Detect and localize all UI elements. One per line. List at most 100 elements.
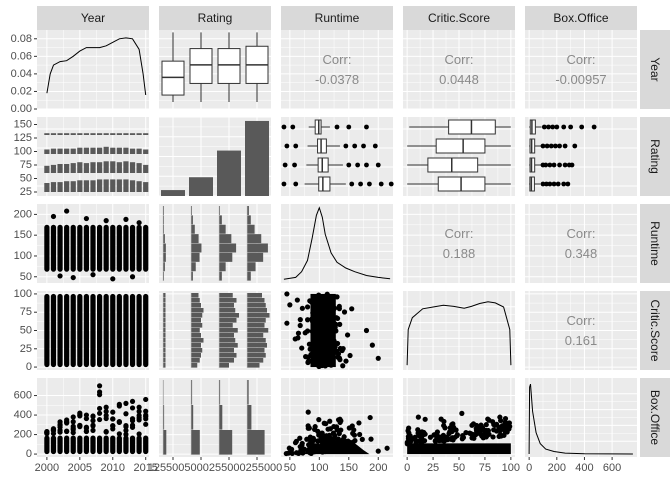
runtime-rating-hist [247,271,251,281]
year-rating-bar [129,162,136,173]
y-axis-tick-label: 50 [20,325,32,337]
runtime-rating-hist [219,252,233,262]
runtime-critic-point [299,345,305,351]
column-strip-label: Runtime [315,11,360,25]
year-rating-bar [50,133,57,135]
critic-rating-hist [247,353,266,358]
year-boxoffice-point [110,409,116,415]
boxoffice-boxplot-box [529,157,536,173]
year-runtime-band [70,224,76,272]
critic-boxoffice-point [420,437,426,443]
critic-boxoffice-point [448,429,454,435]
year-rating-bar [143,149,149,154]
boxoffice-boxplot-outlier [561,181,567,187]
runtime-rating-hist [247,224,255,234]
year-runtime-band [57,224,63,272]
critic-rating-hist [163,338,166,343]
correlation-label: Corr: [323,52,352,67]
year-rating-bar [57,148,63,154]
year-rating-bar [123,147,129,154]
runtime-critic-point [287,302,293,308]
year-boxoffice-point [103,415,109,422]
year-rating-bar [110,179,116,192]
runtime-critic-point [334,315,341,322]
year-rating-bar [50,182,57,192]
y-axis-tick-label: 25 [20,343,32,355]
critic-rating-hist [247,293,262,298]
panel-rating-critic-score [403,117,515,196]
year-boxoffice-point [57,429,63,435]
year-rating-bar [103,146,109,154]
runtime-boxplot-outlier [346,162,352,168]
year-critic-band [57,293,63,368]
year-boxoffice-point [90,413,96,419]
critic-rating-hist [247,328,269,333]
year-boxoffice-point [70,414,76,420]
critic-boxoffice-dense-region [407,443,511,455]
runtime-critic-point [349,306,355,312]
runtime-boxoffice-point [318,437,324,444]
critic-boxoffice-point [480,432,486,438]
year-boxoffice-point [129,416,136,422]
year-rating-bar [143,164,149,173]
row-strip-label: Critic.Score [648,299,662,361]
year-rating-bar [50,148,57,154]
year-boxoffice-point [57,419,63,425]
critic-rating-hist [247,308,267,313]
year-rating-bar [77,133,83,135]
runtime-rating-hist [191,243,202,253]
year-boxoffice-point [143,408,149,414]
boxoffice-rating-hist [163,405,165,430]
critic-rating-hist [163,313,166,318]
runtime-critic-point [324,331,330,337]
runtime-boxoffice-point [356,420,362,426]
runtime-boxplot-outlier [375,162,381,168]
critic-rating-hist [191,348,203,353]
boxoffice-boxplot-box [529,176,535,192]
correlation-label: Corr: [567,226,596,241]
runtime-critic-point [317,348,323,354]
year-runtime-point [64,208,70,214]
boxoffice-boxplot-outlier [550,124,556,130]
panel-background [281,30,393,109]
y-axis-tick-label: 50 [20,271,32,283]
critic-rating-hist [219,313,239,318]
y-axis-tick-label: 0.04 [11,68,32,80]
year-runtime-point [57,273,63,279]
critic-boxoffice-point [474,422,480,429]
boxoffice-rating-hist [247,430,265,455]
y-axis-tick-label: 0.00 [11,103,32,115]
runtime-critic-point [326,317,332,323]
runtime-boxoffice-point [357,431,363,438]
panel-runtime-rating [159,204,271,283]
critic-rating-hist [219,358,234,363]
runtime-critic-point [309,318,316,325]
runtime-boxplot-outlier [343,143,349,149]
runtime-critic-point [297,317,303,323]
critic-boxoffice-point [436,437,443,444]
critic-rating-hist [219,348,234,353]
runtime-boxplot-outlier [355,162,361,168]
critic-rating-hist [219,333,234,338]
year-rating-bar [96,179,103,192]
year-boxoffice-point [123,400,129,406]
critic-rating-hist [163,303,166,308]
runtime-critic-point [314,362,320,368]
runtime-critic-point [294,297,300,303]
year-boxoffice-point [96,416,103,423]
year-rating-bar [90,133,96,135]
year-boxoffice-band [116,435,122,455]
boxoffice-boxplot-outlier [555,181,561,187]
runtime-critic-point [307,346,313,352]
runtime-critic-point [322,354,328,360]
year-rating-bar [70,133,76,135]
runtime-critic-point [284,291,290,297]
critic-boxoffice-point [483,422,489,428]
year-critic-band [50,293,57,368]
critic-boxplot-box [435,138,486,154]
year-runtime-point [129,274,136,280]
runtime-boxoffice-point [359,436,365,442]
panel-rating-runtime [281,117,394,196]
correlation-label: Corr: [445,52,474,67]
runtime-rating-hist [191,206,192,215]
